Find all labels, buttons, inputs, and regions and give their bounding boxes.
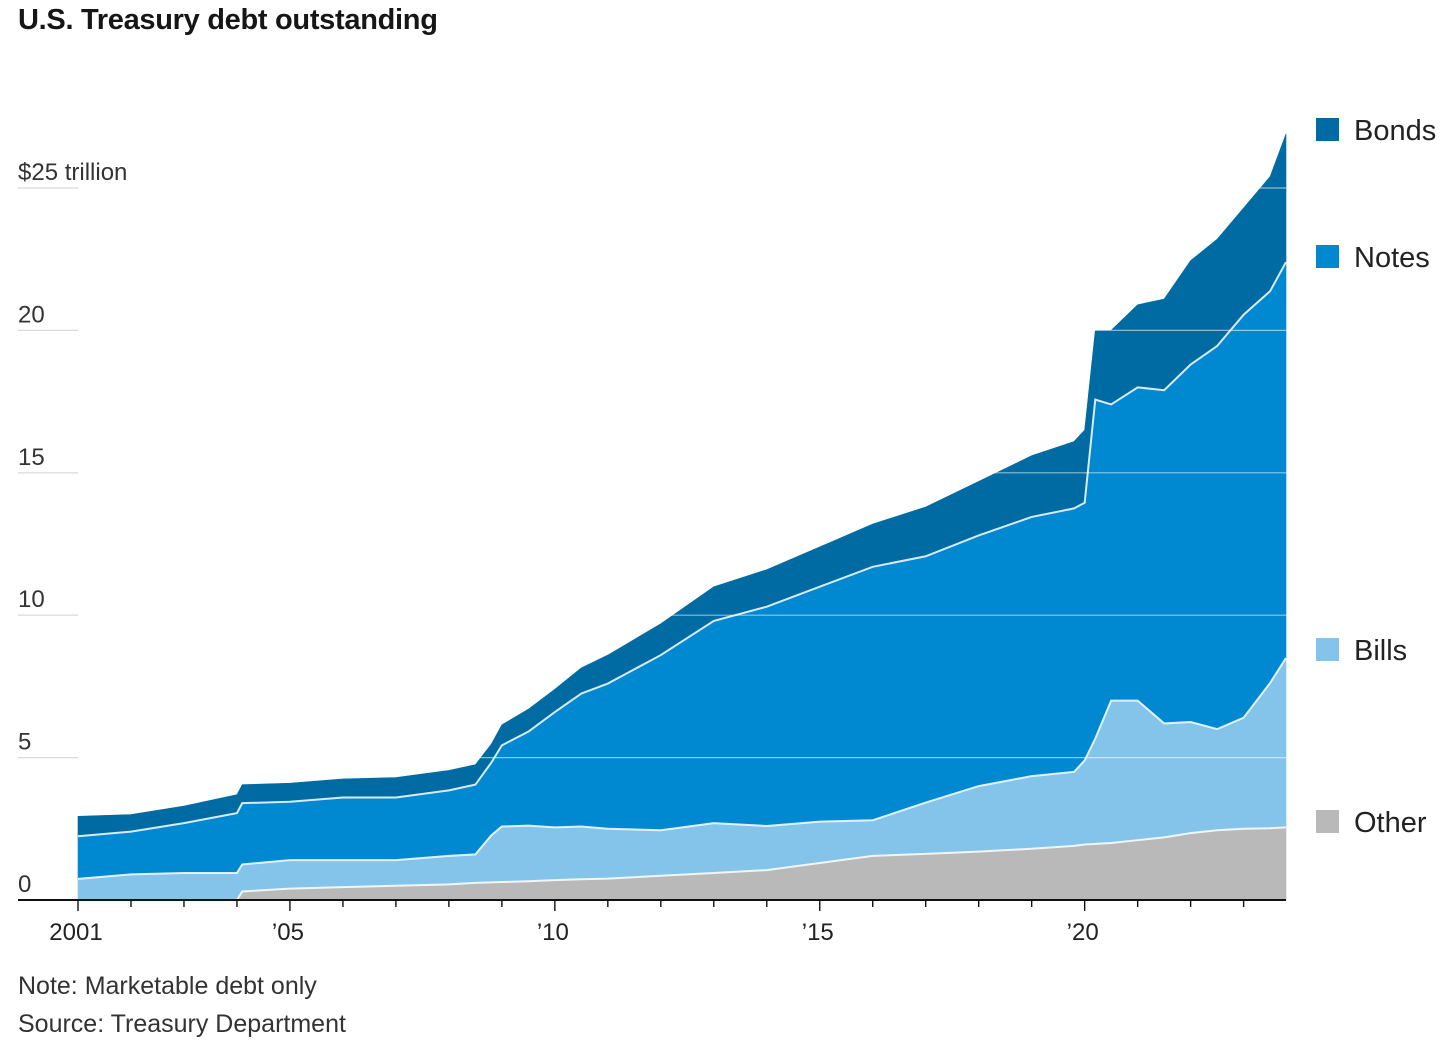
boundary-bills: [77, 657, 1287, 880]
legend-label: Notes: [1354, 242, 1430, 274]
x-tick-label: 2001: [49, 919, 102, 946]
x-tick-label: ’05: [272, 919, 304, 946]
x-tick-label: ’20: [1067, 919, 1099, 946]
legend-item-notes: Notes: [1316, 242, 1430, 274]
boundary-other: [78, 826, 1287, 901]
legend-swatch: [1316, 810, 1339, 833]
legend-swatch: [1316, 118, 1339, 141]
boundary-notes: [77, 261, 1287, 838]
y-tick-label: 5: [18, 729, 31, 756]
y-tick-label: 20: [18, 301, 45, 328]
legend-item-bonds: Bonds: [1316, 115, 1436, 147]
legend-swatch: [1316, 638, 1339, 661]
y-tick-label: 0: [18, 871, 31, 898]
legend-label: Bonds: [1354, 115, 1436, 147]
chart-source: Source: Treasury Department: [18, 1010, 346, 1038]
legend-label: Bills: [1354, 635, 1407, 667]
gridlines: [18, 187, 1286, 759]
legend-label: Other: [1354, 807, 1427, 839]
legend: Other Bills Notes Bonds: [1316, 115, 1436, 839]
legend-swatch: [1316, 245, 1339, 268]
chart-title: U.S. Treasury debt outstanding: [18, 4, 438, 36]
x-tick-label: ’15: [802, 919, 834, 946]
chart-note: Note: Marketable debt only: [18, 972, 317, 1000]
series-areas: [77, 133, 1287, 901]
y-tick-label: $25 trillion: [18, 159, 127, 186]
legend-item-other: Other: [1316, 807, 1427, 839]
x-tick-label: ’10: [537, 919, 569, 946]
y-tick-label: 10: [18, 586, 45, 613]
legend-item-bills: Bills: [1316, 635, 1407, 667]
y-axis-labels: 0 5 10 15 20 $25 trillion: [18, 159, 127, 898]
y-tick-label: 15: [18, 444, 45, 471]
series-boundaries: [77, 261, 1287, 901]
x-axis: 2001 ’05 ’10 ’15 ’20: [18, 899, 1286, 946]
